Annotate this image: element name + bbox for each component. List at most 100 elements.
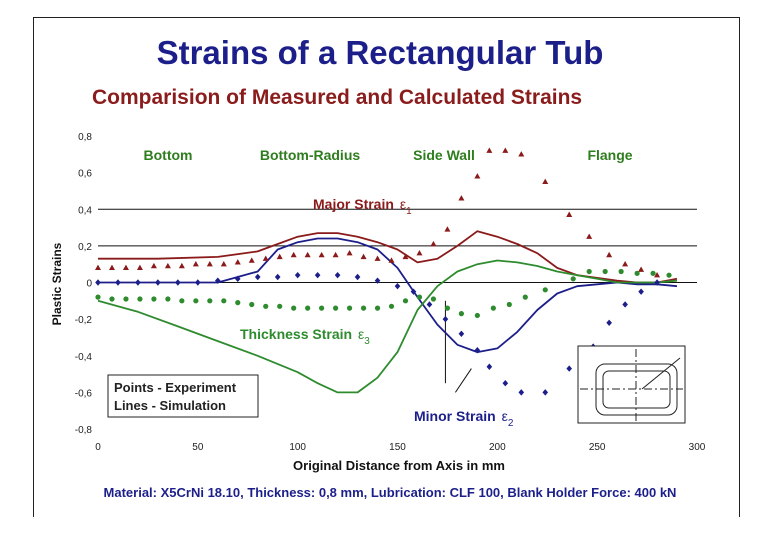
material-footer: Material: X5CrNi 18.10, Thickness: 0,8 m…	[103, 485, 677, 500]
thickness-strain-point	[165, 296, 171, 302]
chart-title: Comparision of Measured and Calculated S…	[92, 86, 583, 109]
minor-strain-point	[215, 277, 221, 284]
minor-strain-point	[314, 271, 321, 279]
minor-strain-point	[394, 282, 401, 290]
major-strain-point	[586, 233, 593, 239]
legend-box: Points - Experiment Lines - Simulation	[107, 374, 259, 418]
x-tick-label: 250	[589, 442, 606, 453]
thickness-strain-point	[402, 298, 409, 304]
major-strain-point	[95, 264, 101, 271]
minor-strain-point	[410, 288, 417, 295]
thickness-sim-line	[97, 259, 678, 394]
major-strain-point	[206, 260, 213, 267]
y-tick-label: 0,8	[78, 132, 92, 143]
x-axis-label: Original Distance from Axis in mm	[293, 458, 505, 473]
minor-strain-point	[234, 275, 241, 283]
zone-label-bottom-radius: Bottom-Radius	[260, 147, 361, 163]
major-strain-point	[318, 251, 325, 258]
y-tick-label: -0,6	[75, 388, 93, 399]
major-strain-point	[262, 255, 269, 261]
thickness-strain-point	[388, 303, 395, 309]
minor-strain-point	[654, 279, 660, 286]
major-strain-point	[486, 147, 493, 153]
thickness-strain-point	[444, 305, 451, 311]
thickness-strain-point	[346, 305, 353, 311]
x-tick-label: 0	[95, 442, 101, 453]
slide-title: Strains of a Rectangular Tub	[156, 34, 604, 71]
major-strain-point	[276, 253, 283, 260]
thickness-strain-point	[474, 312, 480, 319]
major-strain-point	[220, 260, 227, 267]
minor-strain-point	[638, 288, 644, 295]
thickness-strain-point	[263, 303, 269, 309]
thickness-strain-point	[506, 301, 512, 308]
thickness-strain-point	[430, 296, 437, 302]
tick-labels: 0,80,60,40,20-0,2-0,4-0,6-0,80 50 100 150 20…	[75, 132, 706, 453]
major-strain-point	[542, 178, 549, 184]
thickness-strain-annotation: Thickness Strain ε3	[240, 326, 370, 347]
y-tick-label: 0	[86, 279, 92, 290]
thickness-strain-point	[618, 268, 624, 275]
slide-frame	[33, 17, 740, 517]
minor-sim-line	[98, 237, 678, 353]
thickness-strain-point	[137, 296, 143, 302]
minor-strain-point	[274, 273, 281, 281]
minor-strain-point	[502, 380, 509, 387]
major-strain-point	[654, 271, 661, 278]
thickness-strain-point	[179, 298, 185, 304]
tub-inset-diagram	[577, 345, 686, 424]
major-strain-point	[304, 251, 311, 258]
x-tick-label: 150	[389, 442, 406, 453]
major-strain-point	[360, 253, 367, 260]
major-strain-point	[474, 173, 481, 179]
simulation-lines	[97, 230, 678, 394]
minor-strain-point	[354, 273, 361, 281]
zone-label-flange: Flange	[587, 147, 632, 163]
major-strain-annotation: Major Strain ε1	[313, 196, 412, 217]
thickness-strain-point	[416, 294, 423, 300]
experiment-points	[95, 147, 672, 396]
y-axis-label: Plastic Strains	[50, 242, 64, 325]
thickness-strain-point	[249, 301, 255, 308]
thickness-strain-point	[542, 287, 548, 293]
thickness-strain-point	[458, 311, 464, 317]
minor-strain-point	[606, 319, 612, 326]
minor-strain-point	[334, 271, 341, 279]
thickness-strain-point	[374, 305, 381, 311]
minor-strain-point	[518, 389, 525, 396]
major-strain-point	[108, 264, 115, 271]
major-strain-point	[122, 264, 129, 271]
thickness-strain-point	[151, 296, 157, 302]
major-strain-point	[388, 257, 395, 263]
thickness-strain-point	[95, 294, 101, 300]
y-tick-label: -0,4	[75, 352, 93, 363]
major-strain-point	[444, 226, 451, 232]
major-strain-point	[164, 262, 171, 269]
major-strain-point	[518, 151, 525, 157]
thickness-strain-point	[235, 300, 241, 306]
major-strain-point	[248, 257, 255, 263]
minor-strain-point	[486, 363, 493, 370]
reference-lines	[444, 300, 472, 393]
major-strain-point	[638, 266, 645, 272]
y-tick-label: 0,2	[78, 242, 92, 253]
y-tick-label: 0,6	[78, 169, 92, 180]
thickness-strain-point	[570, 276, 576, 282]
minor-strain-point	[566, 365, 573, 372]
zone-label-side-wall: Side Wall	[413, 147, 475, 163]
thickness-strain-point	[277, 303, 283, 309]
thickness-strain-point	[490, 305, 496, 311]
major-strain-point	[606, 251, 613, 258]
thickness-strain-point	[319, 305, 325, 311]
major-strain-point	[346, 250, 353, 256]
thickness-strain-point	[207, 298, 213, 304]
thickness-strain-point	[193, 298, 199, 304]
y-tick-label: -0,8	[75, 425, 93, 436]
minor-strain-point	[426, 301, 433, 308]
minor-strain-point	[254, 273, 261, 281]
minor-strain-point	[474, 347, 481, 354]
minor-strain-point	[374, 277, 381, 284]
major-strain-point	[290, 251, 297, 258]
pointer-line	[454, 368, 472, 393]
